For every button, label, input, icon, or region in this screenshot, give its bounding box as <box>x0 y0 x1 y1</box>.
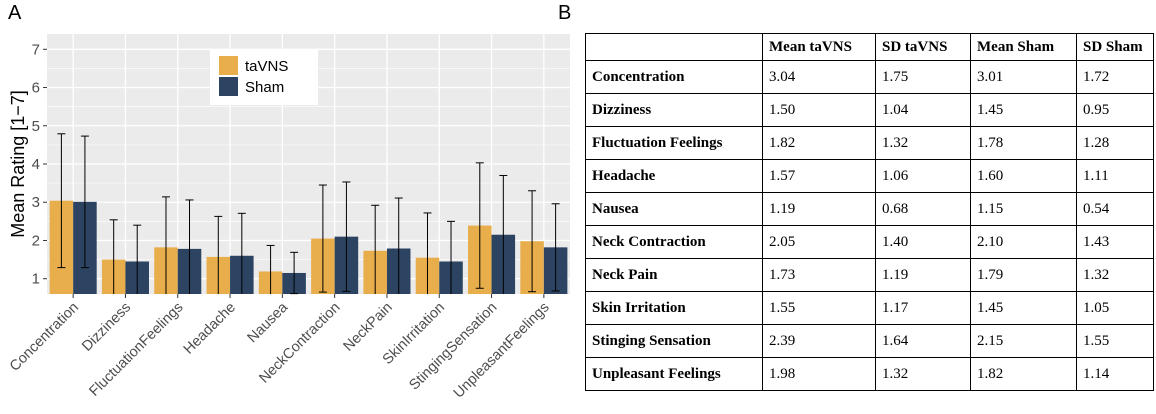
cell-mean-tavns: 1.19 <box>762 192 876 226</box>
x-tick-label: UnpleasantFeelings <box>451 300 553 402</box>
cell-mean-sham: 1.45 <box>970 93 1077 127</box>
x-tick-label: Headache <box>181 300 239 358</box>
cell-mean-sham: 1.45 <box>970 291 1077 325</box>
cell-rowname: Nausea <box>585 192 763 226</box>
table-row: Concentration 3.04 1.75 3.01 1.72 <box>585 60 1154 94</box>
header-mean-tavns: Mean taVNS <box>762 33 876 61</box>
table-row: Unpleasant Feelings 1.98 1.32 1.82 1.14 <box>585 357 1154 391</box>
cell-sd-sham: 1.55 <box>1076 324 1154 358</box>
cell-sd-sham: 0.54 <box>1076 192 1154 226</box>
legend-swatch-sham <box>219 77 238 96</box>
cell-mean-tavns: 1.98 <box>762 357 876 391</box>
cell-rowname: Unpleasant Feelings <box>585 357 763 391</box>
cell-sd-tavns: 1.75 <box>875 60 971 94</box>
cell-sd-sham: 1.28 <box>1076 126 1154 160</box>
cell-sd-tavns: 0.68 <box>875 192 971 226</box>
cell-sd-tavns: 1.40 <box>875 225 971 259</box>
x-tick-label: StingingSensation <box>406 300 500 394</box>
cell-rowname: Fluctuation Feelings <box>585 126 763 160</box>
y-tick-label: 3 <box>32 194 40 211</box>
cell-rowname: Stinging Sensation <box>585 324 763 358</box>
table-row: Stinging Sensation 2.39 1.64 2.15 1.55 <box>585 324 1154 358</box>
panel-label-a: A <box>8 2 22 24</box>
table-row: Neck Contraction 2.05 1.40 2.10 1.43 <box>585 225 1154 259</box>
cell-mean-sham: 2.15 <box>970 324 1077 358</box>
legend-label-sham: Sham <box>245 79 284 96</box>
cell-rowname: Concentration <box>585 60 763 94</box>
table-row: Dizziness 1.50 1.04 1.45 0.95 <box>585 93 1154 127</box>
header-cell-blank <box>585 33 763 61</box>
cell-sd-sham: 1.14 <box>1076 357 1154 391</box>
x-tick-label: Concentration <box>7 300 82 375</box>
cell-mean-tavns: 3.04 <box>762 60 876 94</box>
cell-mean-sham: 1.15 <box>970 192 1077 226</box>
cell-mean-tavns: 2.05 <box>762 225 876 259</box>
cell-rowname: Headache <box>585 159 763 193</box>
y-tick-label: 6 <box>32 80 40 97</box>
cell-sd-sham: 1.05 <box>1076 291 1154 325</box>
y-tick-label: 7 <box>32 41 40 58</box>
panel-label-b: B <box>558 2 572 24</box>
summary-table-container: Mean taVNS SD taVNS Mean Sham SD Sham Co… <box>585 33 1154 391</box>
cell-rowname: Skin Irritation <box>585 291 763 325</box>
header-sd-sham: SD Sham <box>1076 33 1154 61</box>
table-row: Fluctuation Feelings 1.82 1.32 1.78 1.28 <box>585 126 1154 160</box>
cell-sd-tavns: 1.17 <box>875 291 971 325</box>
table-row: Skin Irritation 1.55 1.17 1.45 1.05 <box>585 291 1154 325</box>
x-tick-label: FluctuationFeelings <box>86 300 186 400</box>
table-header-row: Mean taVNS SD taVNS Mean Sham SD Sham <box>585 33 1154 61</box>
cell-mean-sham: 1.78 <box>970 126 1077 160</box>
cell-rowname: Neck Contraction <box>585 225 763 259</box>
cell-mean-sham: 3.01 <box>970 60 1077 94</box>
bar-chart: 1 2 3 4 5 6 7 ConcentrationDizzinessFluctuation… <box>7 34 570 402</box>
header-mean-sham: Mean Sham <box>970 33 1077 61</box>
cell-rowname: Dizziness <box>585 93 763 127</box>
cell-sd-tavns: 1.06 <box>875 159 971 193</box>
cell-sd-sham: 0.95 <box>1076 93 1154 127</box>
x-tick-label: NeckPain <box>341 300 396 355</box>
cell-mean-sham: 1.82 <box>970 357 1077 391</box>
header-sd-tavns: SD taVNS <box>875 33 971 61</box>
legend-swatch-tavns <box>219 56 238 75</box>
table-row: Headache 1.57 1.06 1.60 1.11 <box>585 159 1154 193</box>
y-tick-label: 4 <box>32 156 40 173</box>
cell-sd-sham: 1.43 <box>1076 225 1154 259</box>
x-tick-label: Dizziness <box>79 300 134 355</box>
x-tick-label: Nausea <box>245 299 292 346</box>
cell-mean-tavns: 1.73 <box>762 258 876 292</box>
table-row: Neck Pain 1.73 1.19 1.79 1.32 <box>585 258 1154 292</box>
cell-mean-sham: 1.60 <box>970 159 1077 193</box>
cell-sd-tavns: 1.64 <box>875 324 971 358</box>
cell-mean-tavns: 1.50 <box>762 93 876 127</box>
y-tick-label: 2 <box>32 232 40 249</box>
cell-mean-tavns: 1.57 <box>762 159 876 193</box>
cell-sd-tavns: 1.04 <box>875 93 971 127</box>
summary-table: Mean taVNS SD taVNS Mean Sham SD Sham Co… <box>585 33 1154 391</box>
y-tick-label: 5 <box>32 118 40 135</box>
legend-label-tavns: taVNS <box>245 58 288 75</box>
cell-rowname: Neck Pain <box>585 258 763 292</box>
y-axis-title: Mean Rating [1−7] <box>8 90 28 238</box>
cell-mean-tavns: 2.39 <box>762 324 876 358</box>
cell-sd-tavns: 1.32 <box>875 126 971 160</box>
cell-mean-sham: 1.79 <box>970 258 1077 292</box>
cell-sd-tavns: 1.19 <box>875 258 971 292</box>
cell-mean-sham: 2.10 <box>970 225 1077 259</box>
table-row: Nausea 1.19 0.68 1.15 0.54 <box>585 192 1154 226</box>
cell-sd-sham: 1.72 <box>1076 60 1154 94</box>
cell-sd-sham: 1.11 <box>1076 159 1154 193</box>
cell-sd-sham: 1.32 <box>1076 258 1154 292</box>
cell-mean-tavns: 1.82 <box>762 126 876 160</box>
y-tick-label: 1 <box>32 271 40 288</box>
cell-mean-tavns: 1.55 <box>762 291 876 325</box>
cell-sd-tavns: 1.32 <box>875 357 971 391</box>
